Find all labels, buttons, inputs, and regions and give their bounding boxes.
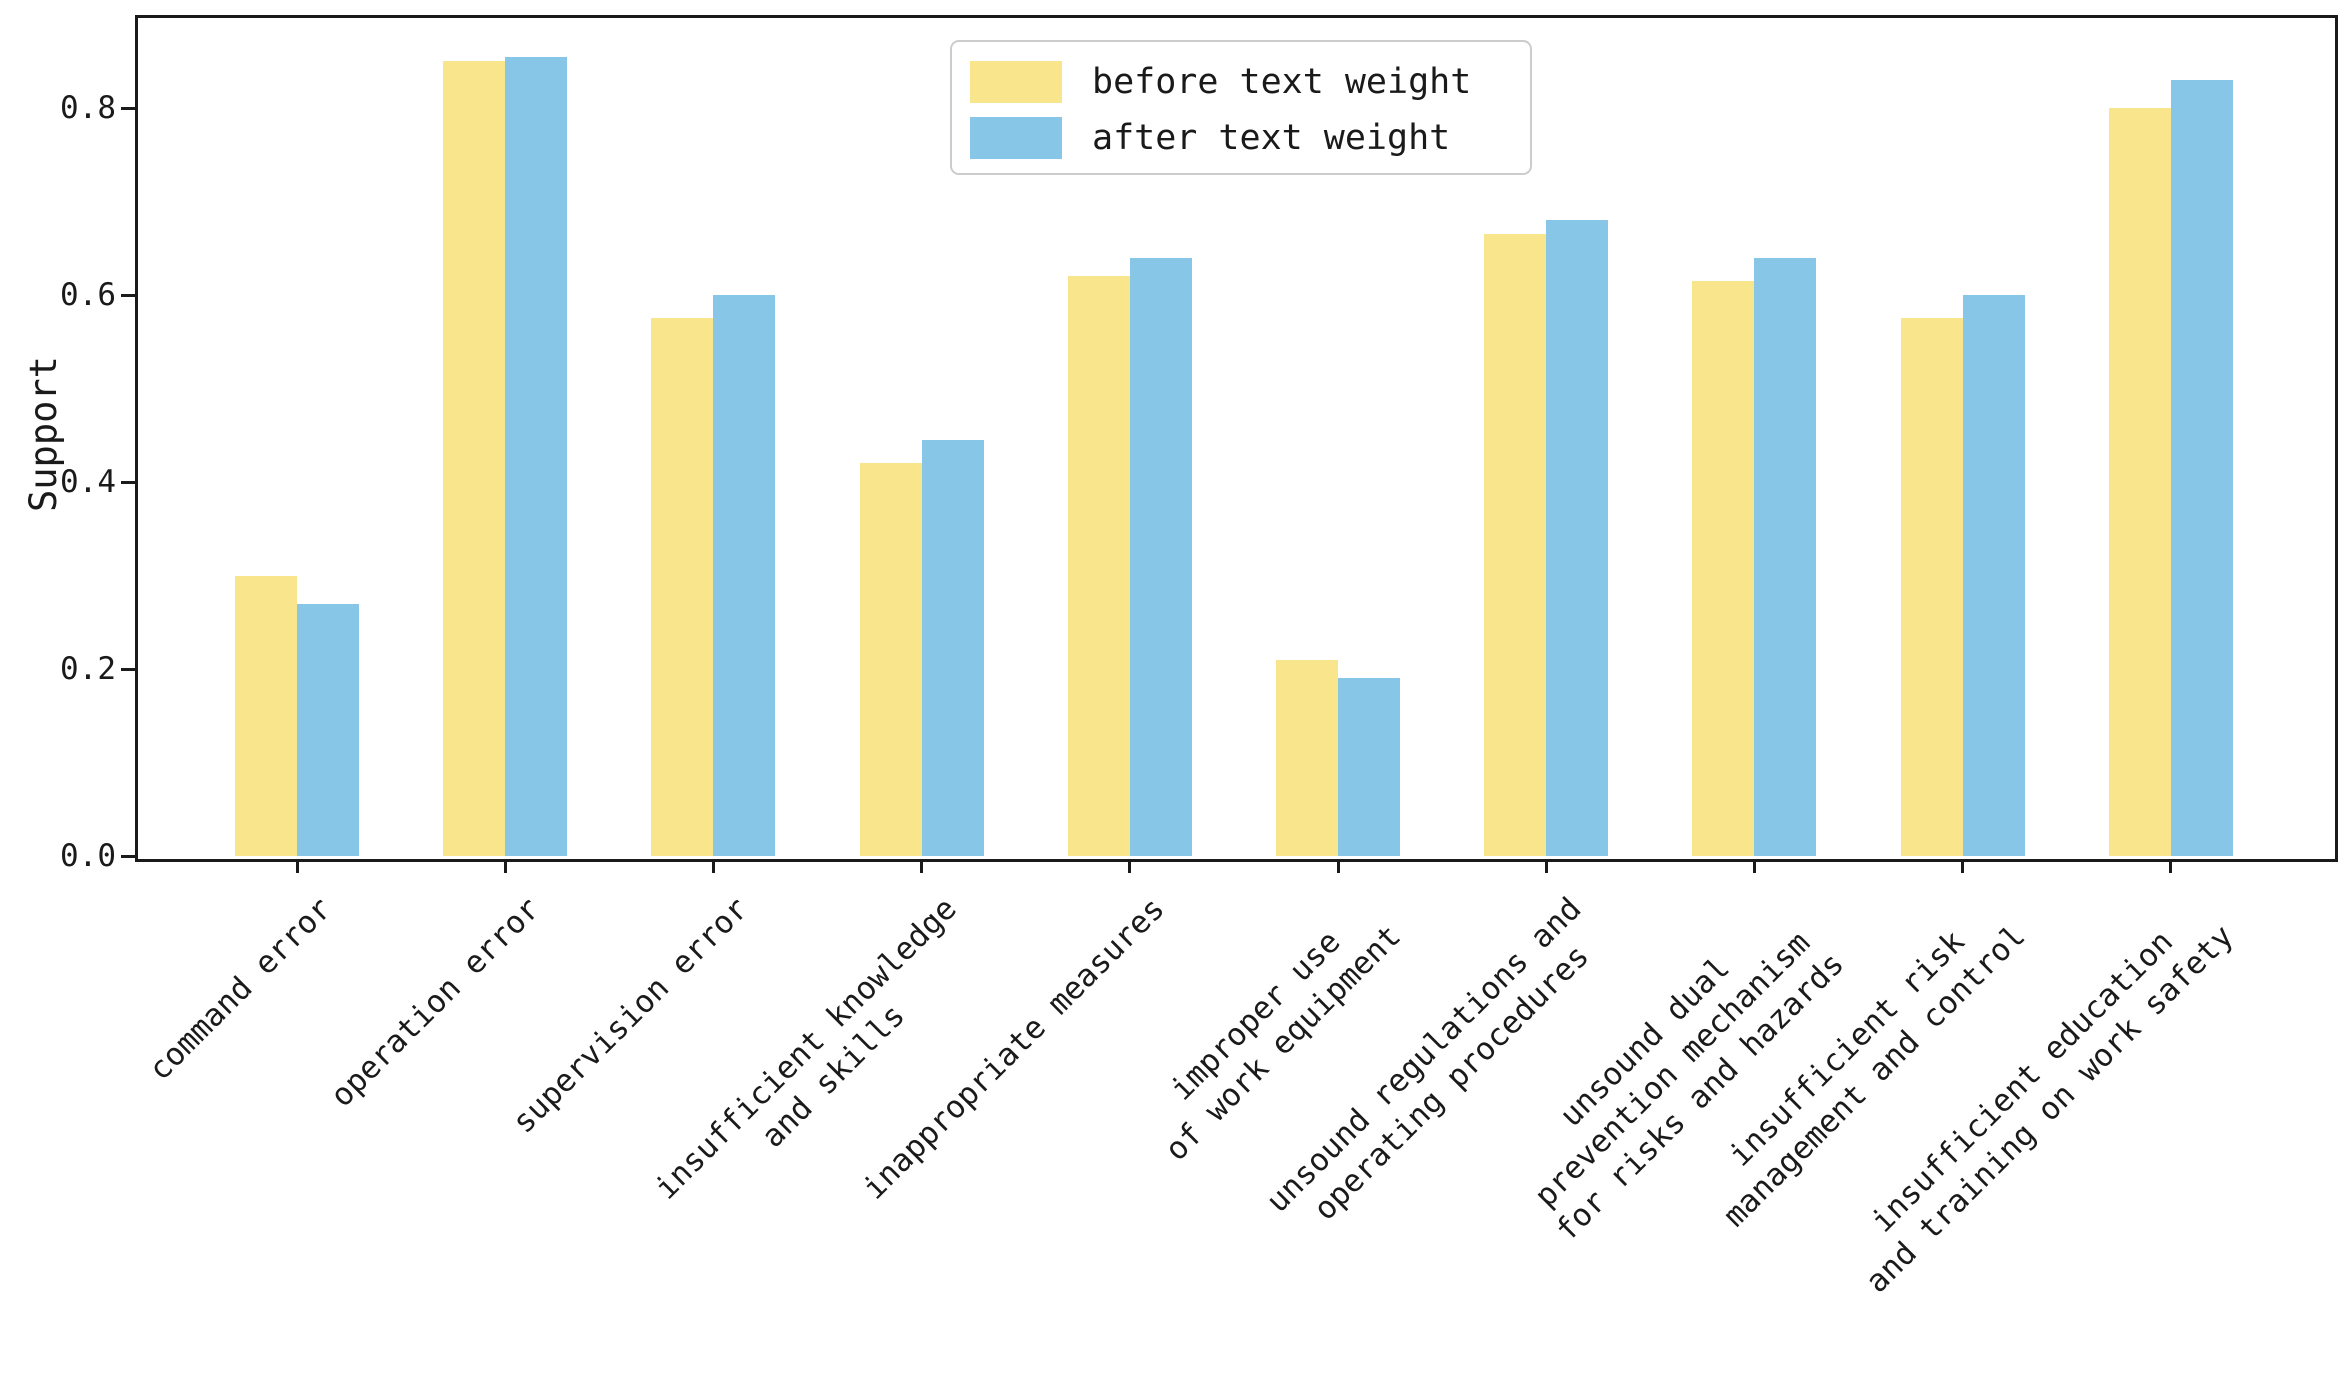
y-tick-label-1: 0.2 [60, 650, 116, 687]
y-tick-mark-2 [121, 480, 135, 484]
x-tick-mark-5 [1336, 859, 1340, 873]
x-tick-mark-4 [1128, 859, 1132, 873]
bar-after-6 [1546, 220, 1609, 856]
legend-entry-after: after text weight [952, 117, 1530, 159]
x-tick-label-2: supervision error [505, 890, 756, 1141]
y-tick-mark-1 [121, 667, 135, 671]
x-tick-mark-7 [1752, 859, 1756, 873]
x-tick-label-0: command error [142, 890, 340, 1088]
y-tick-mark-3 [121, 293, 135, 297]
bar-after-2 [713, 295, 776, 856]
bar-before-6 [1484, 234, 1547, 856]
y-tick-mark-0 [121, 854, 135, 858]
x-tick-mark-6 [1544, 859, 1548, 873]
bar-before-7 [1692, 280, 1755, 856]
legend-label-before: before text weight [1092, 62, 1472, 102]
bar-after-8 [1962, 295, 2025, 856]
bar-before-2 [651, 318, 714, 856]
x-tick-mark-3 [920, 859, 924, 873]
bar-after-7 [1754, 257, 1817, 856]
bar-before-9 [2108, 108, 2171, 856]
legend-swatch-before-icon [970, 61, 1062, 103]
y-tick-label-2: 0.4 [60, 463, 116, 500]
y-tick-mark-4 [121, 106, 135, 110]
y-tick-label-3: 0.6 [60, 276, 116, 313]
bar-before-3 [859, 463, 922, 856]
y-tick-label-0: 0.0 [60, 837, 116, 874]
legend: before text weight after text weight [950, 40, 1532, 175]
bar-before-8 [1900, 318, 1963, 856]
bar-before-4 [1067, 276, 1130, 856]
legend-entry-before: before text weight [952, 61, 1530, 103]
x-tick-mark-2 [711, 859, 715, 873]
y-tick-label-4: 0.8 [60, 89, 116, 126]
bar-after-5 [1338, 678, 1400, 856]
bar-after-0 [297, 603, 359, 856]
x-tick-mark-1 [503, 859, 507, 873]
bar-after-9 [2170, 79, 2233, 856]
bar-before-0 [235, 575, 297, 856]
legend-swatch-after-icon [970, 117, 1062, 159]
x-tick-label-1: operation error [323, 890, 548, 1115]
bar-before-1 [443, 61, 506, 856]
x-tick-mark-9 [2169, 859, 2173, 873]
legend-label-after: after text weight [1092, 118, 1451, 158]
bar-after-1 [505, 56, 568, 856]
x-tick-label-9: insufficient education and training on w… [1858, 918, 2241, 1301]
bar-before-5 [1276, 659, 1338, 856]
x-tick-mark-8 [1961, 859, 1965, 873]
x-tick-mark-0 [295, 859, 299, 873]
bar-after-3 [921, 439, 984, 856]
bar-after-4 [1129, 257, 1192, 856]
